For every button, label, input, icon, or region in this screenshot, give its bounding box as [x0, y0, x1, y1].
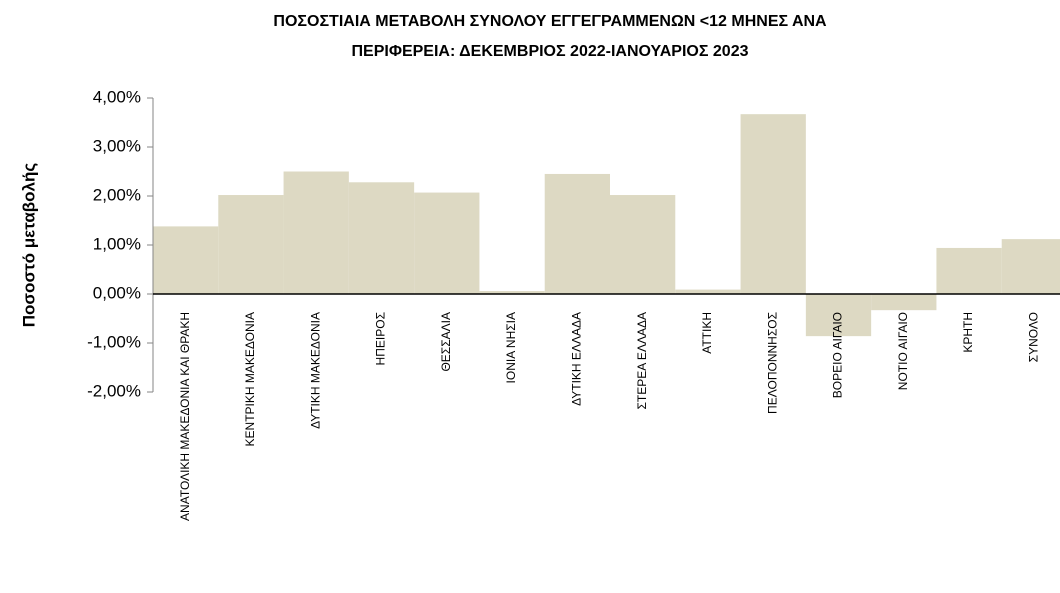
bar — [414, 192, 480, 294]
bar — [153, 226, 219, 294]
bar — [218, 195, 284, 294]
bar — [348, 182, 415, 294]
x-tick-label: ΠΕΛΟΠΟΝΝΗΣΟΣ — [765, 312, 779, 414]
y-tick-label: -2,00% — [87, 381, 141, 400]
x-tick-label: ΘΕΣΣΑΛΙΑ — [439, 312, 453, 372]
y-tick-label: 1,00% — [93, 234, 141, 253]
x-tick-label: ΗΠΕΙΡΟΣ — [374, 312, 388, 365]
x-tick-label: ΔΥΤΙΚΗ ΕΛΛΑΔΑ — [570, 312, 584, 406]
y-tick-label: 0,00% — [93, 283, 141, 302]
bar — [805, 294, 872, 337]
bar — [871, 294, 937, 311]
x-tick-label: ΝΟΤΙΟ ΑΙΓΑΙΟ — [896, 312, 910, 390]
x-tick-label: ΙΟΝΙΑ ΝΗΣΙΑ — [504, 312, 518, 383]
bar — [610, 195, 676, 294]
x-tick-label: ΣΤΕΡΕΑ ΕΛΛΑΔΑ — [635, 312, 649, 410]
bar — [283, 171, 349, 294]
y-tick-label: 4,00% — [93, 87, 141, 106]
chart-title: ΠΕΡΙΦΕΡΕΙΑ: ΔΕΚΕΜΒΡΙΟΣ 2022-ΙΑΝΟΥΑΡΙΟΣ 2… — [351, 43, 748, 60]
x-tick-label: ΒΟΡΕΙΟ ΑΙΓΑΙΟ — [831, 312, 845, 398]
y-tick-label: 3,00% — [93, 136, 141, 155]
bar — [544, 173, 610, 294]
y-axis-label: Ποσοστό μεταβολής — [19, 163, 38, 328]
bar — [936, 247, 1002, 294]
x-tick-label: ΣΥΝΟΛΟ — [1027, 312, 1041, 362]
x-tick-label: ΑΝΑΤΟΛΙΚΗ ΜΑΚΕΔΟΝΙΑ ΚΑΙ ΘΡΑΚΗ — [178, 312, 192, 521]
x-tick-label: ΚΡΗΤΗ — [961, 312, 975, 353]
chart-title: ΠΟΣΟΣΤΙΑΙΑ ΜΕΤΑΒΟΛΗ ΣΥΝΟΛΟΥ ΕΓΓΕΓΡΑΜΜΕΝΩ… — [273, 13, 827, 30]
y-tick-label: -1,00% — [87, 332, 141, 351]
bar — [675, 289, 741, 294]
bar — [479, 291, 545, 294]
bar — [1001, 239, 1060, 294]
bar — [740, 114, 806, 294]
y-tick-label: 2,00% — [93, 185, 141, 204]
x-tick-label: ΔΥΤΙΚΗ ΜΑΚΕΔΟΝΙΑ — [308, 312, 322, 429]
x-tick-label: ΚΕΝΤΡΙΚΗ ΜΑΚΕΔΟΝΙΑ — [243, 312, 257, 446]
x-tick-label: ΑΤΤΙΚΗ — [700, 312, 714, 354]
